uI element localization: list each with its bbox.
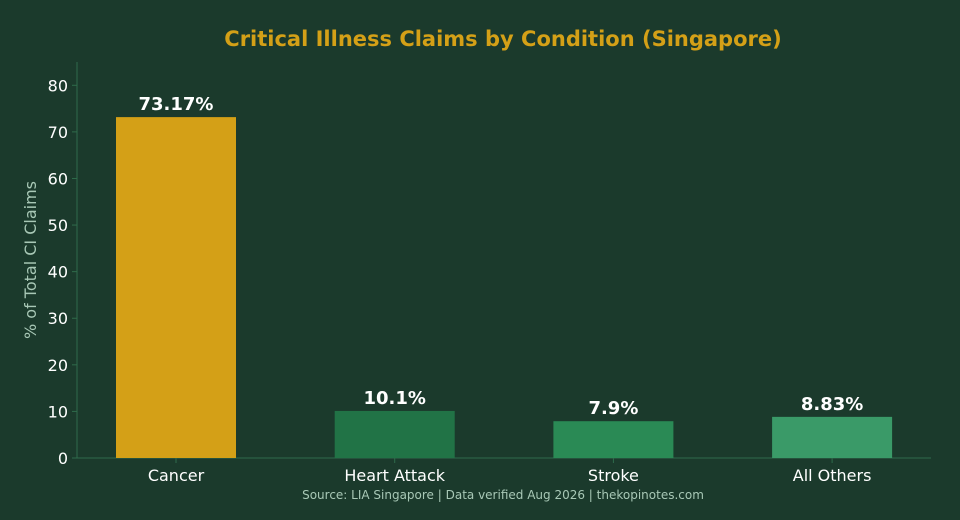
- y-axis-label: % of Total CI Claims: [21, 181, 40, 339]
- x-tick-label: Stroke: [588, 466, 639, 485]
- y-tick-label: 60: [48, 169, 68, 188]
- bar-cancer: [116, 117, 236, 458]
- y-tick-label: 80: [48, 76, 68, 95]
- y-tick-label: 0: [58, 449, 68, 468]
- bar-all-others: [772, 416, 893, 458]
- y-tick-label: 10: [48, 402, 68, 421]
- x-tick-label: Heart Attack: [344, 466, 445, 485]
- y-tick-label: 20: [48, 356, 68, 375]
- plot-area: 0 10 20 30 40 50 60 70 80 73.17% Cancer 10.1% Heart …: [48, 62, 931, 485]
- bar-value-label: 8.83%: [801, 394, 863, 415]
- y-tick-label: 40: [48, 263, 68, 282]
- y-tick-label: 30: [48, 309, 68, 328]
- x-tick-label: All Others: [793, 466, 872, 485]
- bar-value-label: 10.1%: [363, 388, 425, 409]
- bar-value-label: 73.17%: [139, 94, 214, 115]
- chart-title: Critical Illness Claims by Condition (Si…: [224, 27, 781, 51]
- bar-stroke: [553, 421, 674, 458]
- bar-heart-attack: [334, 410, 455, 458]
- source-note: Source: LIA Singapore | Data verified Au…: [302, 488, 704, 502]
- y-tick-label: 50: [48, 216, 68, 235]
- y-tick-label: 70: [48, 123, 68, 142]
- x-tick-label: Cancer: [148, 466, 205, 485]
- bar-value-label: 7.9%: [588, 398, 638, 419]
